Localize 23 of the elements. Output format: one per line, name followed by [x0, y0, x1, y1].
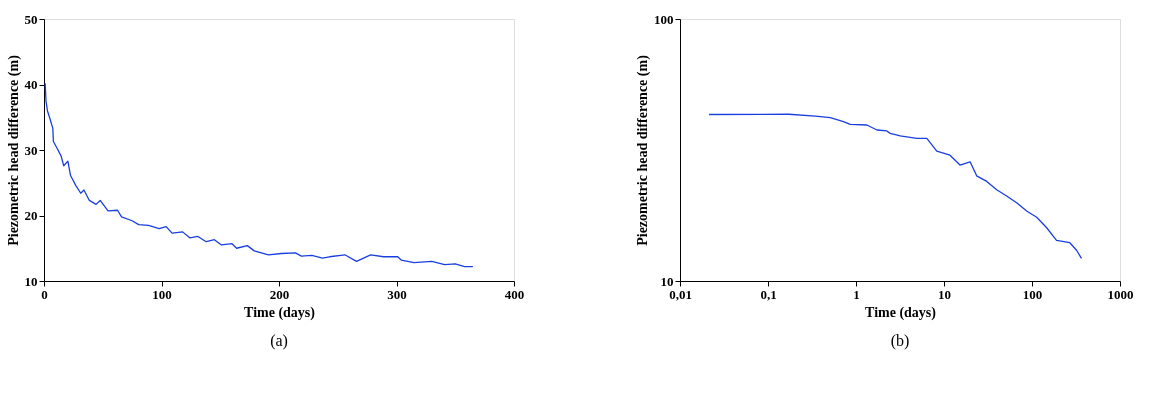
y-tick-label: 20 — [24, 208, 38, 223]
text: (b) — [890, 332, 910, 350]
x-tick-label: 300 — [387, 286, 407, 302]
x-tick-label: 1 — [853, 286, 860, 302]
x-axis-title: Time (days) — [865, 304, 937, 321]
x-tick-label: 10 — [938, 286, 951, 302]
x-tick-label: 100 — [152, 286, 172, 302]
x-tick-label: 400 — [504, 286, 525, 302]
y-tick-label: 50 — [24, 11, 38, 27]
x-tick-label: 0,01 — [669, 286, 692, 302]
y-tick-label: 40 — [24, 77, 38, 92]
text: (a) — [270, 332, 288, 350]
line-series — [44, 82, 474, 268]
x-tick-label: 0 — [41, 286, 48, 302]
y-axis-title: Piezometric head difference (m) — [5, 54, 22, 246]
x-tick-label: 100 — [1022, 286, 1043, 302]
x-tick-label: 1000 — [1107, 286, 1134, 302]
y-tick-label: 10 — [24, 273, 38, 289]
y-tick-label: 30 — [24, 142, 38, 158]
x-axis-title: Time (days) — [244, 304, 316, 321]
x-tick-label: 0,1 — [760, 286, 777, 302]
y-axis-title: Piezometric head difference (m) — [635, 54, 651, 246]
x-tick-label: 200 — [269, 286, 290, 302]
